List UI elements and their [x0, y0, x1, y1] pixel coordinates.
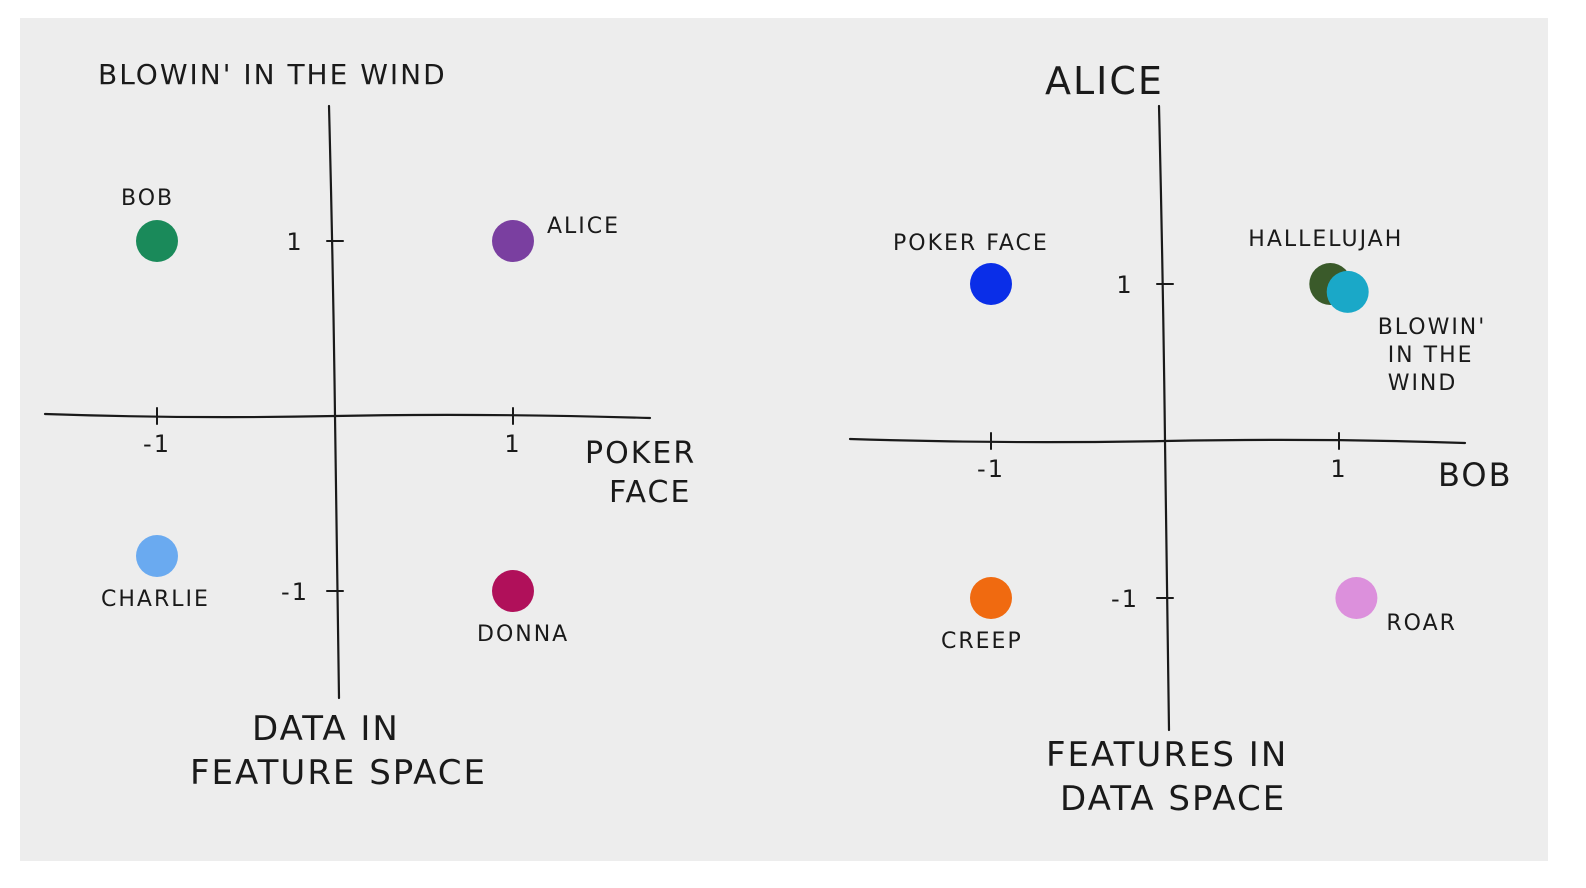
y-axis-label: BLOWIN' IN THE WIND [98, 58, 447, 91]
x-axis-label: BOB [1438, 456, 1513, 494]
x-axis [848, 437, 1467, 445]
x-axis [43, 412, 652, 420]
feature-space-panel: -1 1 1 -1 POKER FACE BLOWIN' IN THE WIND DATA I… [43, 58, 696, 793]
y-axis-label: ALICE [1045, 59, 1164, 103]
chart-canvas: -1 1 1 -1 POKER FACE BLOWIN' IN THE WIND DATA I… [43, 58, 1513, 819]
x-tick-label: 1 [1330, 455, 1347, 483]
point-roar [1335, 577, 1378, 619]
point-label-donna: DONNA [477, 622, 569, 647]
point-label-bob: BOB [121, 186, 174, 211]
chart-title: FEATURES IN DATA SPACE [1046, 735, 1288, 819]
point-label-roar: ROAR [1386, 611, 1457, 636]
point-label-creep: CREEP [941, 629, 1023, 654]
point-label-hallelujah: HALLELUJAH [1248, 227, 1403, 252]
point-blowin-in-the-wind [1326, 270, 1369, 313]
y-tick-label: -1 [281, 578, 309, 606]
x-tick-label: -1 [143, 430, 171, 458]
point-charlie [136, 535, 178, 577]
y-axis [327, 104, 341, 700]
point-label-alice: ALICE [547, 214, 620, 239]
point-label-blowin-in-the-wind: BLOWIN' IN THE WIND [1378, 315, 1487, 396]
y-tick-label: 1 [286, 228, 303, 256]
x-axis-label: POKER FACE [585, 436, 696, 510]
y-axis [1157, 104, 1171, 732]
point-poker-face [970, 263, 1012, 305]
point-bob [136, 220, 178, 262]
point-label-charlie: CHARLIE [101, 587, 210, 612]
data-space-panel: -1 1 1 -1 BOB ALICE FEATURES IN DATA SPACE POKER… [848, 59, 1513, 819]
y-tick-label: -1 [1111, 585, 1139, 613]
x-tick-label: -1 [977, 455, 1005, 483]
chart-sheet: -1 1 1 -1 POKER FACE BLOWIN' IN THE WIND DATA I… [20, 18, 1548, 861]
y-tick-label: 1 [1116, 271, 1133, 299]
point-donna [492, 570, 534, 612]
point-creep [970, 577, 1012, 619]
chart-title: DATA IN FEATURE SPACE [190, 709, 487, 793]
point-label-poker-face: POKER FACE [893, 231, 1049, 256]
point-alice [492, 220, 534, 262]
x-tick-label: 1 [504, 430, 521, 458]
